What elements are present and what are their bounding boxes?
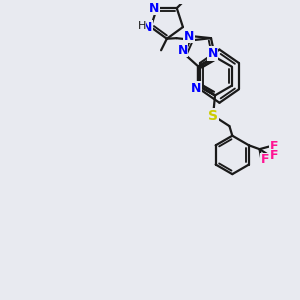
Text: N: N [177,44,188,57]
Text: N: N [191,82,201,94]
Text: F: F [261,153,269,166]
Text: F: F [269,149,278,162]
Text: S: S [208,109,218,122]
Text: N: N [184,30,194,43]
Text: N: N [208,47,218,60]
Text: H: H [138,21,146,31]
Text: N: N [142,21,152,34]
Text: F: F [269,140,278,153]
Text: N: N [149,2,160,15]
